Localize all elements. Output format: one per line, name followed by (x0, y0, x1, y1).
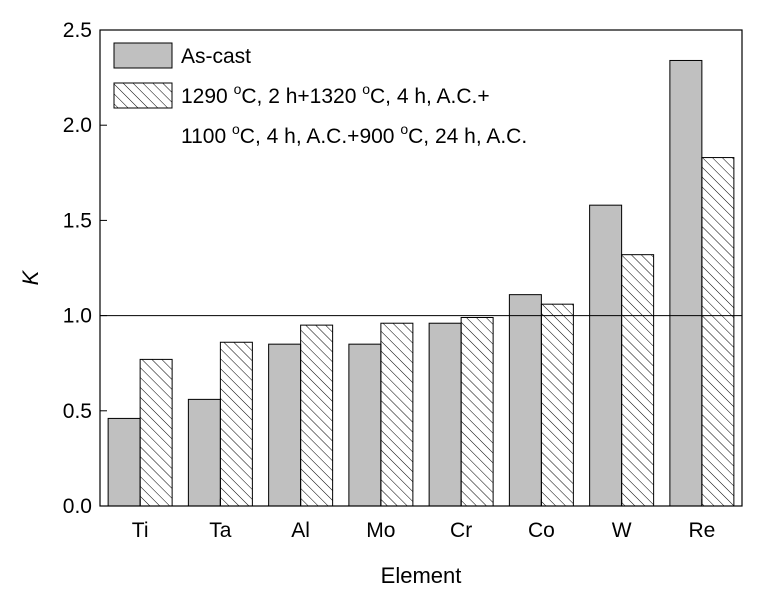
x-tick-label-al: Al (291, 519, 310, 542)
legend-part: 1290 (181, 85, 234, 108)
legend-label-heat-treated-line1: 1290 oC, 2 h+1320 oC, 4 h, A.C.+ (181, 81, 490, 108)
degree-superscript: o (232, 121, 240, 137)
bar-heat-treated-mo (380, 322, 414, 507)
x-tick-label-ta: Ta (209, 519, 232, 542)
legend-swatch-as-cast (113, 42, 173, 69)
x-tick-label-re: Re (688, 519, 715, 542)
bar-as-cast-co (508, 294, 542, 507)
y-tick-label: 0.0 (63, 495, 92, 518)
y-tick-label: 1.0 (63, 305, 92, 328)
degree-superscript: o (362, 81, 370, 97)
bar-as-cast-ti (107, 417, 141, 507)
bar-as-cast-al (268, 343, 302, 507)
bar-heat-treated-ti (139, 358, 173, 507)
bars-layer (107, 59, 735, 507)
bar-heat-treated-al (300, 324, 334, 507)
bar-heat-treated-ta (219, 341, 253, 507)
bar-heat-treated-co (540, 303, 574, 507)
x-tick-label-mo: Mo (366, 519, 395, 542)
y-axis-ticks: 0.0 0.5 1.0 1.5 2.0 2.5 (63, 19, 107, 518)
bar-as-cast-re (669, 59, 703, 507)
y-tick-label: 2.5 (63, 19, 92, 42)
legend-part: C, 4 h, A.C.+900 (240, 125, 401, 148)
y-axis-label: K (18, 269, 43, 285)
x-tick-label-ti: Ti (132, 519, 149, 542)
legend-part: C, 24 h, A.C. (408, 125, 527, 148)
bar-heat-treated-re (701, 157, 735, 507)
x-tick-label-cr: Cr (450, 519, 472, 542)
degree-superscript: o (234, 81, 242, 97)
x-tick-label-w: W (612, 519, 632, 542)
legend-swatch-heat-treated (113, 82, 173, 109)
x-tick-label-co: Co (528, 519, 555, 542)
legend-label-heat-treated-line2: 1100 oC, 4 h, A.C.+900 oC, 24 h, A.C. (181, 121, 527, 148)
legend-part: C, 2 h+1320 (241, 85, 362, 108)
y-tick-label: 1.5 (63, 209, 92, 232)
x-axis-ticks: Ti Ta Al Mo Cr Co W Re (132, 499, 715, 542)
legend-part: 1100 (181, 125, 232, 148)
plot-frame (99, 29, 743, 507)
bar-as-cast-mo (348, 343, 382, 507)
bar-as-cast-ta (187, 398, 221, 507)
bar-as-cast-cr (428, 322, 462, 507)
legend-label-as-cast: As-cast (181, 45, 251, 68)
legend: As-cast 1290 oC, 2 h+1320 oC, 4 h, A.C.+… (113, 42, 527, 148)
degree-superscript: o (400, 121, 408, 137)
y-tick-label: 2.0 (63, 114, 92, 137)
legend-part: C, 4 h, A.C.+ (370, 85, 490, 108)
bar-heat-treated-cr (460, 317, 494, 507)
bar-as-cast-w (589, 204, 623, 507)
x-axis-label: Element (381, 563, 462, 588)
bar-heat-treated-w (621, 254, 655, 507)
y-tick-label: 0.5 (63, 400, 92, 423)
